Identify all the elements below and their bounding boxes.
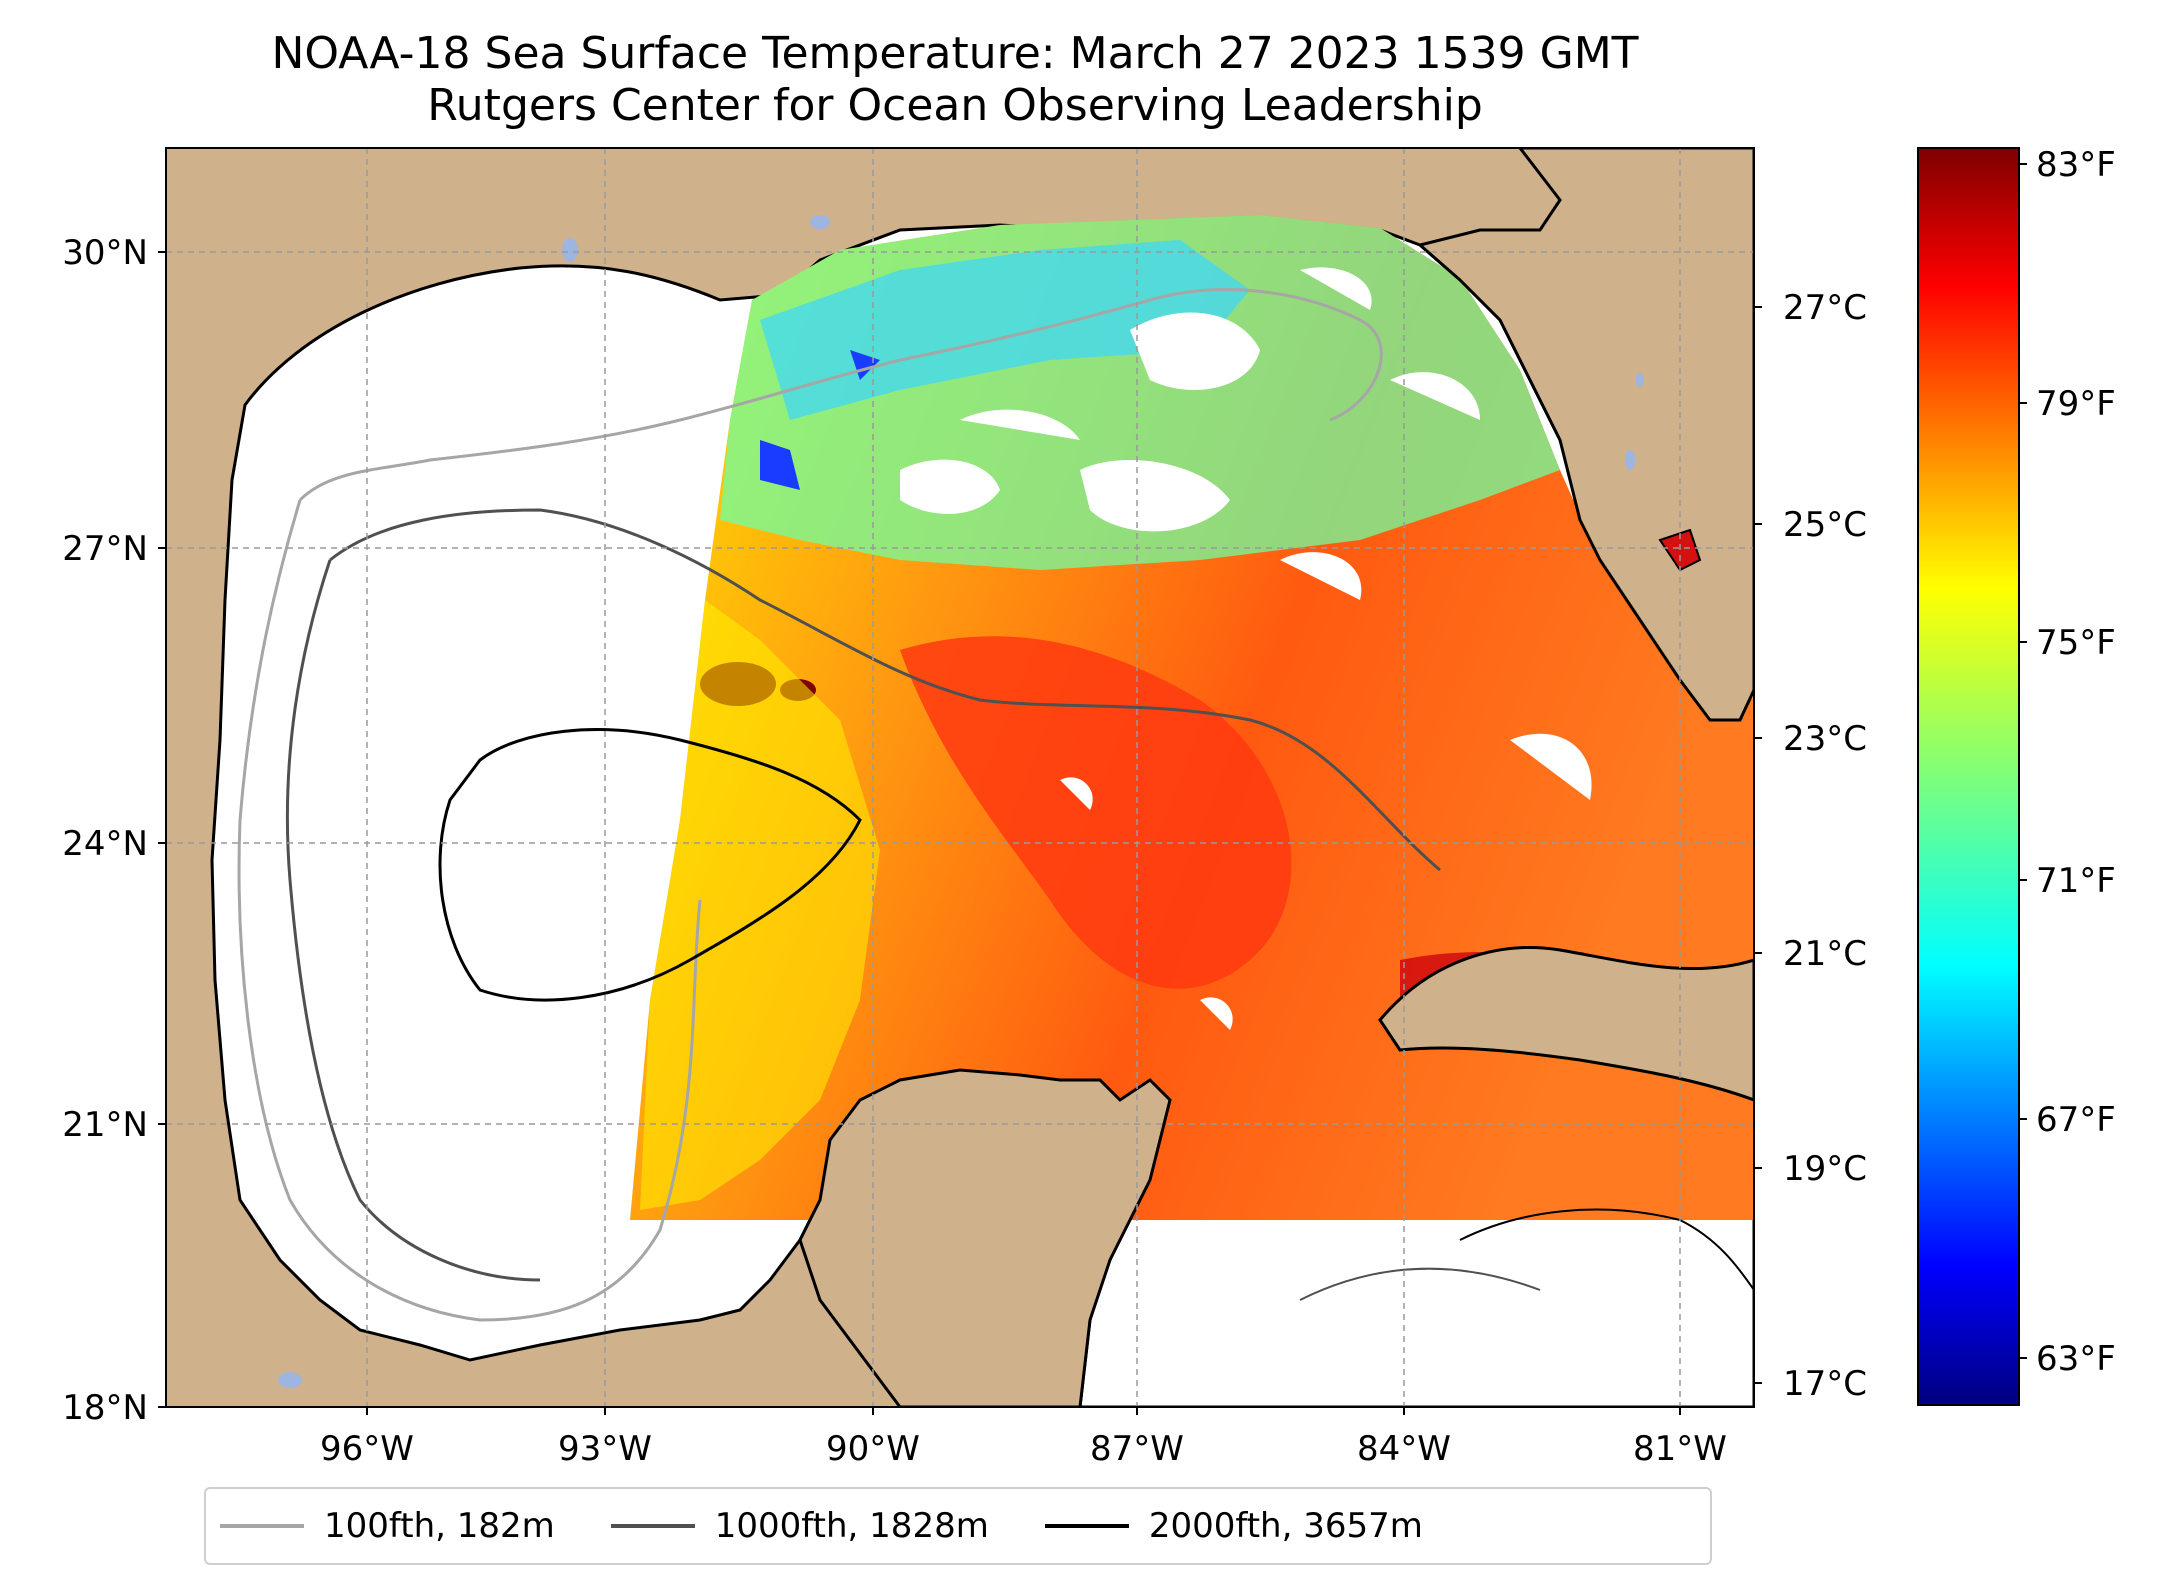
legend-item-2000fth: 2000fth, 3657m <box>1044 1506 1423 1546</box>
gridlines <box>166 148 1754 1407</box>
lat-label: 24°N <box>62 824 148 864</box>
bathymetry-contours <box>237 288 1754 1322</box>
colorbar-gradient <box>1917 147 2020 1406</box>
fahrenheit-label: 63°F <box>2036 1339 2116 1379</box>
legend-label: 100fth, 182m <box>324 1506 555 1546</box>
cuba-land <box>1378 946 1754 1102</box>
celsius-label: 25°C <box>1783 505 1867 545</box>
legend-line-black <box>1044 1524 1129 1528</box>
map-title: NOAA-18 Sea Surface Temperature: March 2… <box>271 28 1639 79</box>
florida-land <box>1416 148 1754 722</box>
celsius-label: 19°C <box>1783 1149 1867 1189</box>
lon-label: 96°W <box>320 1429 414 1469</box>
lat-label: 21°N <box>62 1105 148 1145</box>
legend-item-1000fth: 1000fth, 1828m <box>610 1506 989 1546</box>
celsius-label: 17°C <box>1783 1364 1867 1404</box>
fahrenheit-label: 83°F <box>2036 145 2116 185</box>
legend-label: 2000fth, 3657m <box>1148 1506 1423 1546</box>
lon-label: 87°W <box>1090 1429 1184 1469</box>
lat-label: 27°N <box>62 529 148 569</box>
lakes <box>278 215 1644 1388</box>
lon-label: 93°W <box>558 1429 652 1469</box>
lon-label: 81°W <box>1633 1429 1727 1469</box>
celsius-axis: 27°C 25°C 23°C 21°C 19°C 17°C <box>1754 288 1867 1404</box>
fahrenheit-label: 79°F <box>2036 384 2116 424</box>
lon-label: 90°W <box>826 1429 920 1469</box>
lat-label: 30°N <box>62 233 148 273</box>
fahrenheit-label: 71°F <box>2036 861 2116 901</box>
map-frame <box>165 147 1755 1408</box>
contour-legend: 100fth, 182m 1000fth, 1828m 2000fth, 365… <box>204 1487 1712 1565</box>
map-area <box>166 148 1754 1407</box>
legend-line-light-gray <box>220 1524 304 1528</box>
celsius-label: 23°C <box>1783 719 1867 759</box>
lat-label: 18°N <box>62 1388 148 1428</box>
legend-line-dark-gray <box>610 1524 695 1528</box>
fahrenheit-label: 75°F <box>2036 623 2116 663</box>
lat-axis: 30°N 27°N 24°N 21°N 18°N <box>62 233 166 1428</box>
map-subtitle: Rutgers Center for Ocean Observing Leade… <box>427 80 1483 131</box>
celsius-label: 27°C <box>1783 288 1867 328</box>
fahrenheit-label: 67°F <box>2036 1100 2116 1140</box>
lon-label: 84°W <box>1357 1429 1451 1469</box>
colorbar: 83°F 79°F 75°F 71°F 67°F 63°F <box>1917 145 2116 1406</box>
legend-item-100fth: 100fth, 182m <box>220 1506 555 1546</box>
legend-label: 1000fth, 1828m <box>714 1506 989 1546</box>
celsius-label: 21°C <box>1783 934 1867 974</box>
lon-axis: 96°W 93°W 90°W 87°W 84°W 81°W <box>320 1407 1727 1469</box>
yucatan-land <box>798 1068 1172 1407</box>
